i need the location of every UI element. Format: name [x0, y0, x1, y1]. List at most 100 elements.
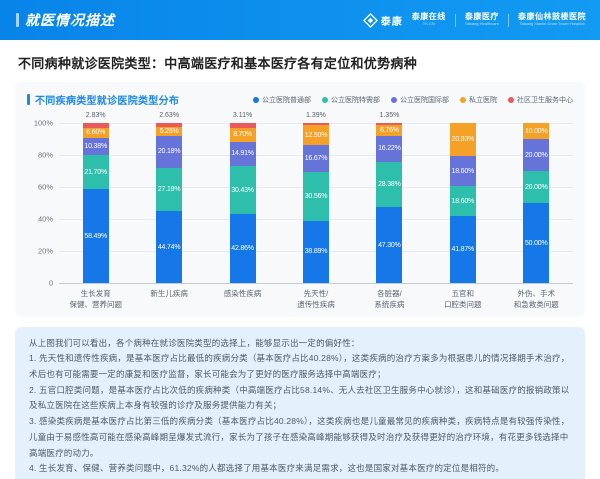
chart-card: 不同疾病类型就诊医院类型分布 公立医院普通部 公立医院特需部 公立医院国际部 私立医院…	[15, 82, 585, 317]
segment-value-label: 2.83%	[85, 112, 106, 119]
segment-value-label: 58.49%	[84, 232, 107, 240]
page-title: 就医情况描述	[25, 12, 115, 28]
segment-value-label: 14.91%	[231, 150, 254, 158]
y-tick-label: 80%	[37, 150, 53, 160]
bar-column: 1.35% 6.76% 16.22% 28.38% 47.30%	[353, 112, 426, 283]
bar-segment: 30.43%	[229, 165, 256, 215]
bar-segment: 18.60%	[449, 186, 476, 216]
legend-dot-icon	[391, 96, 397, 103]
segment-value-label: 27.19%	[157, 186, 181, 194]
legend-label: 公立医院普通部	[262, 96, 311, 104]
y-tick-label: 100%	[33, 118, 53, 128]
segment-value-label: 20.00%	[524, 183, 548, 191]
y-tick-label: 20%	[37, 246, 53, 256]
bar-segment: 10.00%	[523, 123, 550, 139]
bar-segment: 27.19%	[156, 167, 183, 212]
header-bar: 就医情况描述 泰康 泰康在线 TK.CN 泰康医疗 Taikang Health…	[0, 0, 600, 40]
bar-segment: 10.38%	[82, 138, 109, 155]
bar-column: 3.11% 8.70% 14.91% 30.43% 42.86%	[206, 112, 279, 283]
chart-title-group: 不同疾病类型就诊医院类型分布	[27, 92, 179, 107]
analysis-notes-panel: 从上图我们可以看出，各个病种在就诊医院类型的选择上，能够显示出一定的偏好性： 1.…	[15, 326, 585, 479]
segment-value-label: 50.00%	[524, 239, 548, 247]
segment-value-label: 44.74%	[157, 243, 181, 251]
legend-item[interactable]: 私立医院	[460, 95, 497, 105]
bar-column: 2.63% 5.26% 20.18% 27.19% 44.74%	[132, 112, 205, 283]
x-axis-category-label: 感染性疾病	[223, 289, 262, 298]
segment-value-label: 12.50%	[304, 131, 328, 139]
segment-value-label: 20.93%	[451, 136, 475, 144]
bar-column: 20.93% 18.60% 18.60% 41.87%	[426, 123, 499, 283]
legend-item[interactable]: 公立医院特需部	[322, 95, 380, 105]
bar-segment: 38.89%	[302, 220, 329, 283]
brand-item-main: 泰康在线	[411, 12, 446, 22]
bar-segment	[376, 123, 403, 126]
segment-value-label: 8.70%	[233, 131, 252, 139]
stacked-bar: 1.39% 12.50% 16.67% 30.56% 38.89%	[302, 112, 329, 283]
brand-logo-taikang: 泰康	[362, 12, 403, 28]
segment-value-label: 20.00%	[524, 151, 548, 159]
bar-column: 10.00% 20.00% 20.00% 50.00%	[500, 123, 573, 283]
segment-value-label: 16.22%	[378, 145, 401, 153]
segment-value-label: 1.35%	[379, 112, 400, 119]
section-subtitle: 不同病种就诊医院类型：中高端医疗和基本医疗各有定位和优势病种	[18, 56, 418, 71]
bar-segment: 20.18%	[156, 135, 183, 168]
segment-value-label: 42.86%	[231, 245, 254, 253]
brand-item-sub: Taikang Healthcare	[464, 21, 499, 27]
brand-item-hospital: 泰康仙林鼓楼医院 Taikang Xianlin Drum Tower Hosp…	[518, 12, 586, 27]
legend-label: 公立医院特需部	[331, 96, 380, 104]
bar-segment: 18.60%	[449, 156, 476, 187]
brand-item-sub: Taikang Xianlin Drum Tower Hospital	[519, 21, 585, 27]
bar-segment: 58.49%	[82, 189, 109, 283]
segment-value-label: 18.60%	[451, 167, 475, 175]
gridline	[59, 283, 573, 284]
segment-value-label: 38.89%	[304, 248, 328, 256]
legend-item[interactable]: 社区卫生服务中心	[508, 95, 573, 105]
x-axis-category-label: 外伤、手术 和急救类问题	[513, 289, 559, 310]
bar-segment: 20.93%	[449, 123, 476, 157]
segment-value-label: 6.60%	[86, 129, 106, 137]
segment-value-label: 41.87%	[451, 245, 475, 253]
bar-segment: 12.50%	[302, 125, 329, 146]
y-axis: 100% 80% 60% 40% 20% 0	[27, 119, 59, 288]
bar-segment: 16.22%	[376, 135, 403, 162]
stacked-bar: 2.63% 5.26% 20.18% 27.19% 44.74%	[156, 112, 183, 283]
bar-segment: 42.86%	[229, 214, 256, 283]
note-paragraph: 1. 先天性和遗传性疾病，是基本医疗占比最低的疾病分类（基本医疗占比40.28%…	[29, 353, 570, 379]
bar-segment: 8.70%	[229, 127, 256, 142]
x-axis-category-label: 新生儿疾病	[150, 289, 188, 298]
bar-segment: 28.38%	[376, 161, 403, 208]
segment-value-label: 10.38%	[84, 142, 107, 150]
bar-segment: 41.87%	[449, 215, 476, 283]
segment-value-label: 3.11%	[232, 112, 253, 119]
chart-title: 不同疾病类型就诊医院类型分布	[35, 96, 180, 107]
brand-item-healthcare: 泰康医疗 Taikang Healthcare	[464, 13, 499, 27]
legend-label: 公立医院国际部	[400, 96, 449, 104]
brand-separator	[454, 13, 456, 27]
bar-segment: 6.76%	[376, 125, 403, 136]
bar-segment	[82, 123, 109, 128]
stacked-bar: 10.00% 20.00% 20.00% 50.00%	[523, 123, 550, 283]
note-paragraph: 2. 五官口腔类问题，是基本医疗占比次低的疾病种类（中高端医疗占比58.14%、…	[29, 384, 570, 411]
segment-value-label: 6.76%	[379, 127, 399, 135]
bar-segment: 20.00%	[523, 171, 550, 203]
bar-segment: 47.30%	[376, 207, 403, 283]
note-paragraph: 4. 生长发育、保健、营养类问题中，61.32%的人都选择了用基本医疗来满足需求…	[29, 463, 505, 474]
taikang-logo-text: 泰康	[380, 16, 403, 28]
legend-item[interactable]: 公立医院普通部	[253, 95, 311, 105]
y-tick-label: 40%	[37, 214, 53, 224]
bar-segment	[156, 123, 183, 128]
y-tick-label: 60%	[37, 182, 53, 192]
bar-segment: 5.26%	[156, 127, 183, 136]
bar-segment: 50.00%	[523, 203, 550, 283]
segment-value-label: 18.60%	[451, 197, 475, 205]
bar-segment: 44.74%	[156, 211, 183, 283]
brand-item-main: 泰康仙林鼓楼医院	[518, 12, 586, 22]
brand-item-tkcn: 泰康在线 TK.CN	[411, 12, 446, 27]
x-axis-category-label: 各脏器/系统疾病	[374, 289, 405, 310]
legend-item[interactable]: 公立医院国际部	[391, 95, 449, 105]
brand-item-sub: TK.CN	[422, 21, 435, 27]
bar-segment: 21.70%	[82, 154, 109, 190]
segment-value-label: 10.00%	[524, 127, 548, 135]
plot-area: 2.83% 6.60% 10.38% 21.70% 58.49% 2.63% 5.26% 20…	[59, 112, 573, 284]
segment-value-label: 47.30%	[378, 241, 401, 249]
